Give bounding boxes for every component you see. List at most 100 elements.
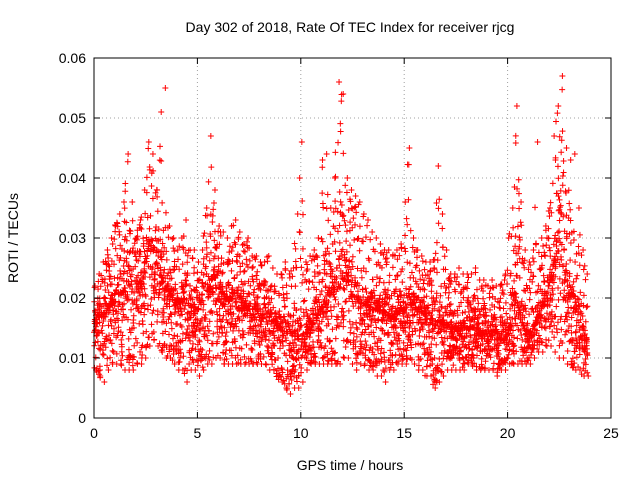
x-tick-label: 25 [603,425,619,441]
roti-point [179,261,186,268]
roti-point [318,288,325,295]
y-tick-label: 0.05 [59,110,86,126]
roti-point [515,176,522,183]
roti-point [144,252,151,259]
roti-point [102,313,109,320]
roti-point [193,324,200,331]
roti-point [128,271,135,278]
roti-point [234,352,241,359]
roti-point [310,358,317,365]
roti-point [120,199,127,205]
roti-point [256,341,263,348]
roti-point [349,321,356,328]
roti-point [356,247,363,254]
roti-point [580,247,587,253]
roti-point [420,298,427,305]
roti-point [344,175,351,181]
roti-point [253,272,260,279]
roti-point [407,227,414,234]
roti-point [180,353,187,360]
roti-point [115,310,122,317]
roti-point [326,250,333,257]
roti-point [240,331,247,338]
roti-point [223,316,230,323]
roti-point [296,175,303,182]
roti-point [551,133,558,139]
roti-point [584,271,591,277]
roti-point [165,331,172,338]
y-tick-label: 0.03 [59,230,86,246]
roti-point [241,267,248,274]
roti-point [335,139,342,146]
roti-point [547,199,554,206]
roti-point [235,236,242,243]
roti-point [361,361,368,367]
roti-point [559,182,566,189]
roti-point [196,326,203,333]
roti-point [213,308,220,315]
roti-point [133,296,140,303]
roti-point [235,284,242,291]
roti-point [159,199,166,206]
roti-point [348,258,355,265]
roti-point [522,247,529,253]
roti-point [410,274,417,281]
roti-point [292,283,299,290]
roti-point [349,224,356,231]
roti-point [381,358,388,365]
roti-point [405,161,412,168]
roti-point [154,311,161,318]
roti-point [221,324,228,331]
roti-point [141,311,148,318]
roti-point [203,239,210,246]
roti-point [390,329,397,336]
roti-point [299,271,306,278]
roti-point [435,220,442,227]
roti-point [435,205,442,212]
roti-point [380,251,387,258]
roti-point [137,348,144,355]
roti-point [566,200,573,207]
roti-point [161,341,168,348]
roti-point [335,255,342,262]
roti-point [154,208,161,215]
roti-point [520,260,527,267]
roti-point [352,343,359,350]
roti-point [490,360,497,367]
roti-point [358,274,365,281]
roti-point [226,243,233,250]
roti-point [168,275,175,282]
roti-point [138,303,145,310]
roti-point [264,347,271,354]
roti-point [315,235,322,241]
roti-point [252,256,259,263]
roti-point [140,330,147,337]
roti-point [563,145,570,151]
roti-point [392,325,399,332]
roti-point [333,274,340,281]
roti-point [179,244,186,251]
roti-point [529,255,536,262]
roti-point [141,305,148,312]
roti-point [332,173,339,180]
roti-point [438,334,445,341]
roti-point [248,345,255,352]
roti-point [303,306,310,313]
roti-point [323,313,330,320]
roti-point [318,327,325,334]
roti-point [104,247,111,253]
roti-point [342,182,349,189]
roti-point [215,333,222,340]
roti-point [311,353,318,360]
roti-point [362,346,369,353]
roti-point [340,354,347,361]
roti-point [269,329,276,336]
roti-point [541,278,548,285]
roti-point [331,357,338,364]
roti-point [435,163,442,169]
roti-point [381,316,388,323]
roti-point [95,286,102,293]
roti-point [387,347,394,354]
x-tick-label: 5 [194,425,202,441]
roti-point [209,309,216,316]
